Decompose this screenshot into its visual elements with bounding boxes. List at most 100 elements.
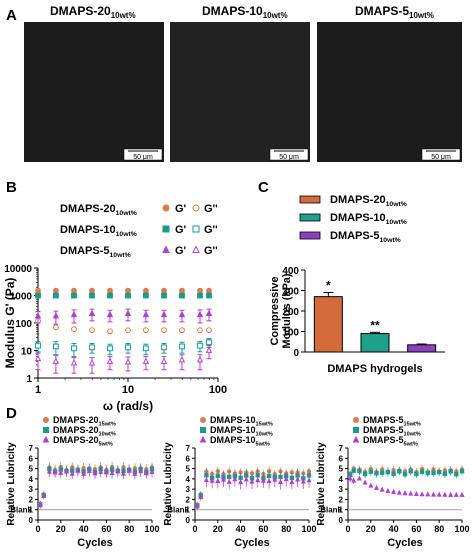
b-data-point (35, 292, 41, 299)
d-data-point (351, 477, 357, 483)
b-data-point (142, 287, 149, 294)
d-x-axis-label: Cycles (234, 537, 269, 549)
d-data-point (143, 470, 149, 476)
b-x-tick-label: 10 (122, 384, 134, 396)
b-data-point (71, 292, 77, 299)
d-data-point (295, 476, 301, 482)
b-data-point (107, 328, 113, 335)
b-legend-gprime: G' (175, 224, 187, 236)
d-data-point (277, 478, 284, 484)
d-legend-marker (42, 435, 50, 443)
d-data-point (306, 477, 312, 483)
d-legend-marker (200, 417, 206, 423)
d-data-point (454, 472, 459, 477)
d-data-point (425, 470, 431, 476)
d-legend-label: DMAPS-2015wt% (53, 415, 116, 428)
d-x-tick-label: 20 (56, 524, 66, 534)
b-legend-label: DMAPS-510wt% (60, 245, 131, 259)
d-y-tick-label: 4 (29, 475, 34, 484)
b-data-point (196, 356, 204, 363)
d-data-point (448, 491, 454, 497)
d-data-point (379, 486, 385, 492)
c-bar (407, 344, 437, 353)
b-legend-marker-open (192, 204, 200, 212)
d-x-tick-label: 40 (389, 524, 399, 534)
b-data-point (35, 342, 41, 349)
b-data-point (89, 344, 95, 351)
d-x-tick-label: 20 (213, 524, 223, 534)
d-y-tick-label: 2 (339, 495, 344, 504)
d-data-point (459, 469, 465, 474)
d-y-axis-label: Relative Lubricity (163, 442, 174, 526)
d-legend-marker (353, 417, 359, 423)
d-data-point (103, 469, 109, 475)
d-data-point (408, 490, 414, 496)
d-y-tick-label: 3 (186, 485, 191, 494)
sem-image-1: 50 μm (24, 22, 164, 162)
b-x-tick-label: 1 (35, 384, 41, 396)
b-data-point (70, 359, 78, 366)
b-legend-gdouble: G'' (204, 203, 218, 215)
d-data-point (419, 491, 425, 497)
b-x-axis-label: ω (rad/s) (103, 399, 153, 413)
d-y-tick-label: 2 (186, 495, 191, 504)
d-data-point (98, 468, 104, 474)
d-data-point (356, 475, 362, 481)
d-data-point (52, 469, 58, 475)
b-y-tick-label: 1 (26, 374, 32, 385)
d-y-tick-label: 6 (29, 454, 34, 463)
d-y-tick-label: 5 (339, 465, 344, 474)
b-x-tick-label: 100 (209, 384, 227, 396)
c-y-tick-label: 200 (282, 307, 299, 318)
d-data-point (149, 468, 155, 474)
d-x-tick-label: 0 (192, 524, 197, 534)
d-x-tick-label: 60 (101, 524, 111, 534)
panel-b-letter: B (6, 179, 17, 196)
d-legend-label: DMAPS-1010wt% (210, 425, 273, 438)
d-x-axis-label: Cycles (387, 537, 422, 549)
b-data-point (206, 327, 212, 334)
d-data-point (453, 491, 459, 497)
b-y-tick-label: 1000 (10, 292, 33, 303)
d-x-tick-label: 80 (281, 524, 291, 534)
d-data-point (69, 470, 75, 476)
d-y-tick-label: 0 (29, 516, 34, 525)
d-data-point (442, 491, 448, 497)
d-data-point (37, 502, 43, 508)
d-data-point (391, 471, 396, 476)
c-significance: * (326, 279, 331, 293)
b-data-point (178, 310, 186, 318)
b-data-point (52, 343, 59, 350)
d-data-point (368, 482, 374, 488)
b-data-point (107, 345, 113, 352)
b-data-point (206, 292, 212, 299)
b-legend-gdouble: G'' (204, 245, 218, 257)
d-y-tick-label: 1 (186, 506, 191, 515)
b-data-point (179, 327, 185, 334)
b-data-point (206, 339, 212, 346)
d-data-point (255, 477, 261, 483)
d-data-point (132, 470, 138, 476)
scale-bar-box-3 (421, 148, 461, 161)
d-legend-label: DMAPS-55wt% (363, 435, 418, 448)
b-data-point (71, 287, 77, 294)
d-data-point (374, 471, 379, 476)
d-legend-marker (200, 427, 206, 433)
scale-bar-box-2 (269, 148, 309, 161)
d-data-point (215, 478, 221, 484)
panel-c-letter: C (258, 179, 269, 196)
b-data-point (125, 287, 131, 294)
d-x-tick-label: 60 (258, 524, 268, 534)
d-legend-marker (43, 427, 49, 433)
d-data-point (243, 476, 249, 482)
d-data-point (249, 478, 255, 484)
c-y-axis-label-line1: Compressive (269, 276, 281, 345)
d-y-axis-label: Relative Lubricity (6, 442, 17, 526)
b-data-point (125, 344, 131, 351)
d-data-point (115, 468, 121, 474)
rheology-chart: 1 10 100 1000 10000 1 10 100 ω (rad/s) Modulus G'… (3, 203, 227, 413)
b-data-point (52, 292, 59, 299)
b-data-point (197, 292, 203, 299)
